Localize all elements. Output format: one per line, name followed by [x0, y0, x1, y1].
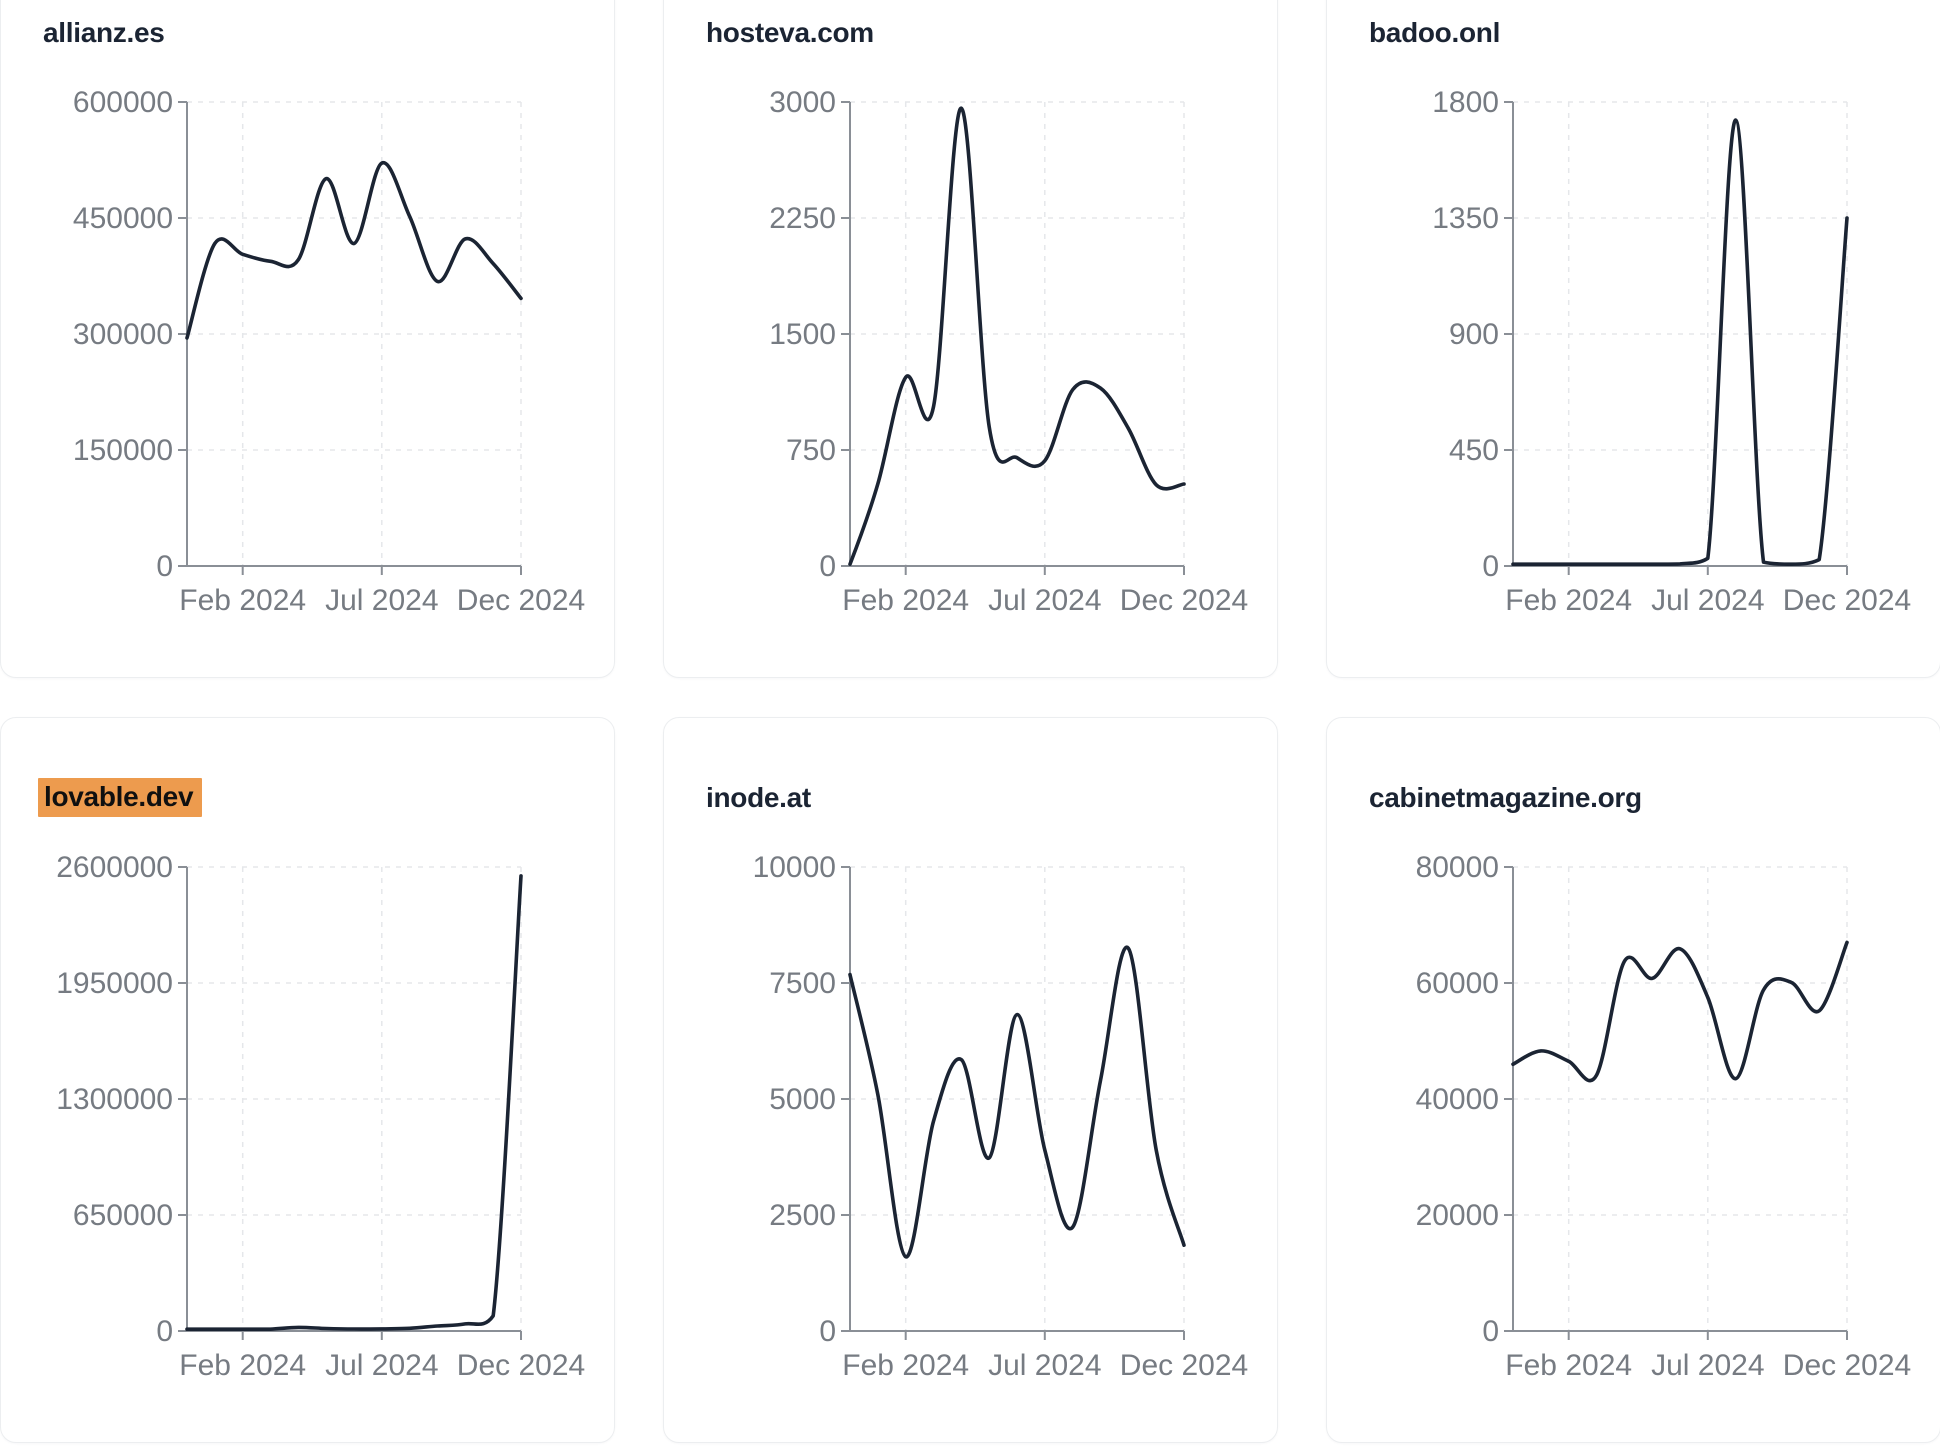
- gridlines: [1513, 101, 1848, 566]
- chart-title: lovable.dev: [38, 778, 203, 817]
- y-tick-label: 600000: [73, 86, 173, 119]
- y-tick-label: 1350: [1432, 202, 1499, 235]
- chart-title: badoo.onl: [1369, 17, 1501, 48]
- x-tick-label: Jul 2024: [988, 584, 1101, 617]
- chart-card-badoo-onl: badoo.onl 0 450 900 1350 1800 Feb 2024 Jul 202…: [1326, 0, 1940, 678]
- axes: [1504, 101, 1848, 575]
- y-tick-label: 2250: [769, 202, 836, 235]
- axis-labels: 0 450 900 1350 1800 Feb 2024 Jul 2024 Dec 2024: [1432, 86, 1911, 617]
- gridlines: [187, 866, 522, 1331]
- axis-labels: 0 750 1500 2250 3000 Feb 2024 Jul 2024 Dec 2024: [769, 86, 1248, 617]
- y-tick-label: 1500: [769, 318, 836, 351]
- y-tick-label: 10000: [753, 851, 836, 884]
- chart-card-allianz-es: allianz.es 0 150000 300000 450000 600000 Feb …: [0, 0, 615, 678]
- y-tick-label: 750: [786, 434, 836, 467]
- gridlines: [850, 101, 1185, 566]
- y-tick-label: 5000: [769, 1083, 836, 1116]
- x-tick-label: Dec 2024: [1783, 1349, 1911, 1382]
- x-tick-label: Feb 2024: [842, 1349, 969, 1382]
- x-tick-label: Feb 2024: [179, 584, 306, 617]
- y-tick-label: 0: [156, 550, 173, 583]
- y-tick-label: 80000: [1416, 851, 1499, 884]
- y-tick-label: 0: [819, 550, 836, 583]
- chart-card-inode-at: inode.at 0 2500 5000 7500 10000 Feb 2024 Jul 2…: [663, 717, 1278, 1443]
- chart-card-hosteva-com: hosteva.com 0 750 1500 2250 3000 Feb 2024 Jul …: [663, 0, 1278, 678]
- x-tick-label: Jul 2024: [1651, 1349, 1764, 1382]
- line-chart: 0 450 900 1350 1800 Feb 2024 Jul 2024 Dec 2024: [1432, 86, 1911, 617]
- y-tick-label: 0: [156, 1315, 173, 1348]
- y-tick-label: 650000: [73, 1199, 173, 1232]
- x-tick-label: Dec 2024: [1120, 584, 1248, 617]
- gridlines: [850, 866, 1185, 1331]
- data-line: [185, 161, 523, 340]
- y-tick-label: 2600000: [56, 851, 173, 884]
- chart-title: inode.at: [706, 782, 811, 813]
- chart-title: cabinetmagazine.org: [1369, 782, 1642, 813]
- y-tick-label: 900: [1449, 318, 1499, 351]
- x-tick-label: Jul 2024: [988, 1349, 1101, 1382]
- line-chart: 0 650000 1300000 1950000 2600000 Feb 2024 Jul …: [56, 851, 585, 1382]
- data-line: [848, 106, 1186, 566]
- x-tick-label: Dec 2024: [457, 584, 585, 617]
- x-tick-label: Feb 2024: [842, 584, 969, 617]
- axis-labels: 0 650000 1300000 1950000 2600000 Feb 2024 Jul …: [56, 851, 585, 1382]
- line-chart: 0 2500 5000 7500 10000 Feb 2024 Jul 2024 Dec 20…: [753, 851, 1249, 1382]
- data-line: [1511, 118, 1849, 566]
- x-tick-label: Feb 2024: [1505, 1349, 1632, 1382]
- y-tick-label: 20000: [1416, 1199, 1499, 1232]
- line-chart: 0 20000 40000 60000 80000 Feb 2024 Jul 2024 Dec…: [1416, 851, 1912, 1382]
- y-tick-label: 450: [1449, 434, 1499, 467]
- y-tick-label: 1300000: [56, 1083, 173, 1116]
- axes: [841, 101, 1185, 575]
- axis-labels: 0 150000 300000 450000 600000 Feb 2024 Jul 202…: [73, 86, 585, 617]
- axis-labels: 0 2500 5000 7500 10000 Feb 2024 Jul 2024 Dec 20…: [753, 851, 1249, 1382]
- y-tick-label: 150000: [73, 434, 173, 467]
- y-tick-label: 0: [1482, 1315, 1499, 1348]
- data-line: [1511, 940, 1849, 1083]
- axis-labels: 0 20000 40000 60000 80000 Feb 2024 Jul 2024 Dec…: [1416, 851, 1912, 1382]
- chart-title: allianz.es: [43, 17, 165, 48]
- chart-title: hosteva.com: [706, 17, 874, 48]
- y-tick-label: 300000: [73, 318, 173, 351]
- y-tick-label: 0: [819, 1315, 836, 1348]
- y-tick-label: 0: [1482, 550, 1499, 583]
- chart-card-cabinetmagazine-org: cabinetmagazine.org 0 20000 40000 60000 8000…: [1326, 717, 1940, 1443]
- y-tick-label: 450000: [73, 202, 173, 235]
- data-line: [185, 874, 523, 1331]
- y-tick-label: 1800: [1432, 86, 1499, 119]
- data-line: [848, 945, 1186, 1259]
- x-tick-label: Dec 2024: [1783, 584, 1911, 617]
- chart-card-lovable-dev: lovable.dev 0 650000 1300000 1950000 2600000…: [0, 717, 615, 1443]
- axes: [178, 101, 522, 575]
- y-tick-label: 60000: [1416, 967, 1499, 1000]
- y-tick-label: 7500: [769, 967, 836, 1000]
- axes: [841, 866, 1185, 1340]
- x-tick-label: Feb 2024: [1505, 584, 1632, 617]
- axes: [178, 866, 522, 1340]
- line-chart: 0 750 1500 2250 3000 Feb 2024 Jul 2024 Dec 2024: [769, 86, 1248, 617]
- x-tick-label: Jul 2024: [1651, 584, 1764, 617]
- x-tick-label: Dec 2024: [457, 1349, 585, 1382]
- x-tick-label: Dec 2024: [1120, 1349, 1248, 1382]
- gridlines: [1513, 866, 1848, 1331]
- line-chart: 0 150000 300000 450000 600000 Feb 2024 Jul 202…: [73, 86, 585, 617]
- y-tick-label: 40000: [1416, 1083, 1499, 1116]
- axes: [1504, 866, 1848, 1340]
- gridlines: [187, 101, 522, 566]
- x-tick-label: Jul 2024: [325, 584, 438, 617]
- x-tick-label: Feb 2024: [179, 1349, 306, 1382]
- y-tick-label: 3000: [769, 86, 836, 119]
- y-tick-label: 2500: [769, 1199, 836, 1232]
- x-tick-label: Jul 2024: [325, 1349, 438, 1382]
- y-tick-label: 1950000: [56, 967, 173, 1000]
